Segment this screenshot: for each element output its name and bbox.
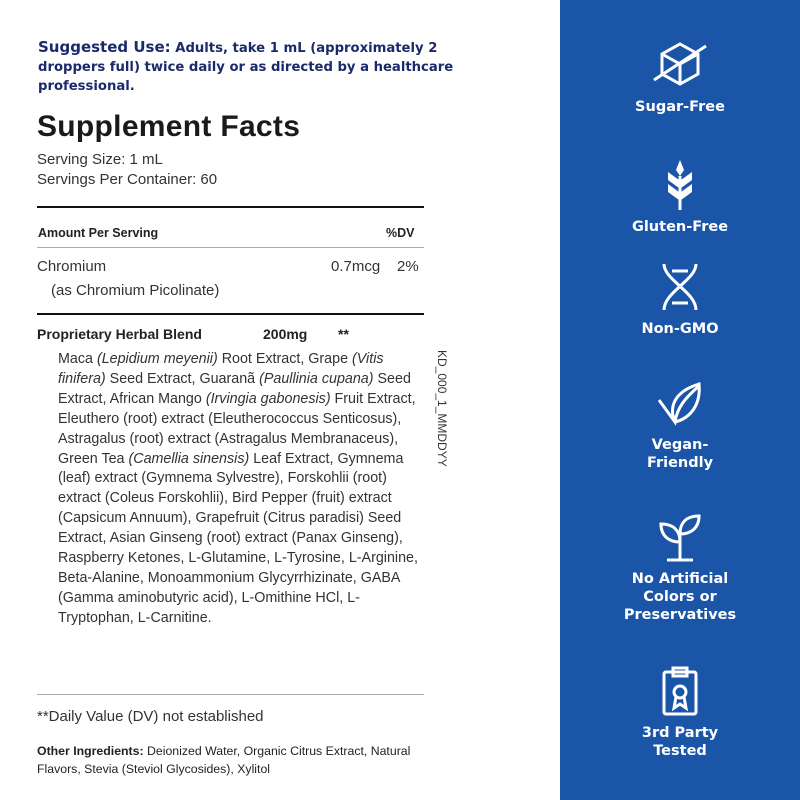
dna-icon	[662, 263, 698, 311]
badge-label: No Artificial Colors or Preservatives	[623, 571, 737, 623]
suggested-use: Suggested Use: Adults, take 1 mL (approx…	[38, 38, 458, 96]
other-ingredients-text: Deionized Water, Organic Citrus Extract,…	[37, 744, 411, 776]
badge-label: 3rd Party Tested	[641, 725, 719, 759]
divider	[37, 313, 424, 315]
serving-info: Serving Size: 1 mL Servings Per Containe…	[37, 150, 217, 190]
badge-label: Non-GMO	[641, 321, 719, 337]
footnote: **Daily Value (DV) not established	[37, 708, 264, 725]
blend-name: Proprietary Herbal Blend	[37, 326, 202, 342]
leaf-check-icon	[657, 382, 701, 426]
other-ingredients-label: Other Ingredients:	[37, 744, 144, 758]
nutrient-source: (as Chromium Picolinate)	[51, 282, 220, 299]
lot-code: KD_000_1_MMDDYY	[432, 350, 452, 490]
badge-label: Vegan- Friendly	[646, 437, 714, 471]
feature-panel: Sugar-Free Gluten-Free Non-GMO Vegan- Fr…	[560, 0, 800, 800]
suggested-use-label: Suggested Use:	[38, 38, 171, 56]
badge-sugar-free: Sugar-Free	[560, 40, 800, 116]
page-title: Supplement Facts	[37, 110, 301, 143]
lot-code-text: KD_000_1_MMDDYY	[435, 350, 449, 467]
divider	[37, 247, 424, 248]
suggested-use-text: Adults, take 1 mL (approximately 2 dropp…	[38, 41, 454, 94]
wheat-icon	[668, 160, 692, 210]
blend-ingredients: Maca (Lepidium meyenii) Root Extract, Gr…	[58, 351, 418, 626]
divider	[37, 694, 424, 695]
badge-label: Gluten-Free	[631, 219, 729, 235]
nutrient-dv: 2%	[397, 258, 419, 275]
amount-header: Amount Per Serving	[38, 226, 159, 240]
badge-vegan: Vegan- Friendly	[560, 378, 800, 472]
nutrient-amount: 0.7mcg	[331, 258, 381, 275]
badge-no-artificial: No Artificial Colors or Preservatives	[560, 512, 800, 624]
sprout-icon	[659, 514, 701, 562]
serving-size: Serving Size: 1 mL	[37, 151, 163, 168]
other-ingredients: Other Ingredients: Deionized Water, Orga…	[37, 742, 437, 778]
badge-label: Sugar-Free	[635, 99, 725, 115]
blend-dv: **	[338, 326, 349, 342]
divider	[37, 206, 424, 208]
nutrient-name: Chromium	[37, 258, 107, 275]
badge-third-party: 3rd Party Tested	[560, 666, 800, 760]
servings-per-container: Servings Per Container: 60	[37, 171, 218, 188]
badge-gluten-free: Gluten-Free	[560, 158, 800, 236]
dv-header: %DV	[386, 226, 415, 240]
badge-non-gmo: Non-GMO	[560, 262, 800, 338]
blend-amount: 200mg	[263, 326, 308, 342]
sugar-cube-crossed-icon	[653, 42, 707, 86]
clipboard-award-icon	[662, 666, 698, 716]
